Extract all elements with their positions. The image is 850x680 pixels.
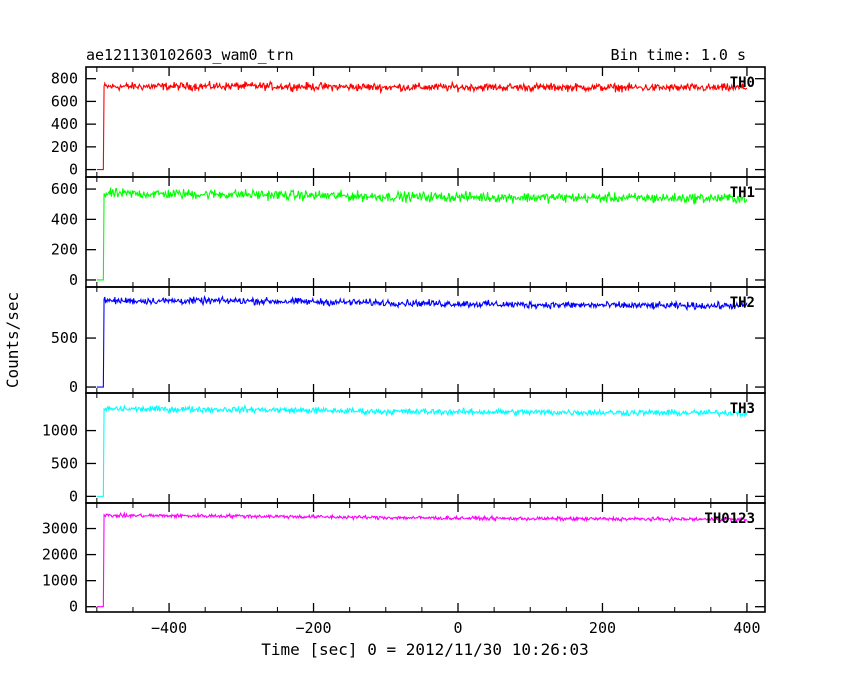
x-tick-label: −200 [295,619,331,637]
y-tick-label: 0 [69,271,78,289]
y-tick-label: 0 [69,487,78,505]
bin-time-label: Bin time: 1.0 s [611,46,746,64]
y-tick-label: 200 [51,241,78,259]
series-line-th3 [96,403,748,497]
panel-label-th1: TH1 [730,185,755,201]
y-tick-label: 0 [69,161,78,179]
y-tick-label: 500 [51,329,78,347]
y-tick-label: 400 [51,210,78,228]
y-tick-label: 400 [51,115,78,133]
series-line-th0123 [96,511,748,608]
panel-frame-th0123 [85,502,766,613]
panel-label-th3: TH3 [730,401,755,417]
x-tick-label: 200 [589,619,616,637]
x-tick-label: 400 [733,619,760,637]
y-tick-label: 200 [51,138,78,156]
y-tick-label: 0 [69,378,78,396]
y-tick-label: 2000 [42,546,78,564]
panel-label-th2: TH2 [730,295,755,311]
y-tick-label: 500 [51,454,78,472]
x-axis-label: Time [sec] 0 = 2012/11/30 10:26:03 [261,640,589,659]
series-line-th2 [96,294,748,388]
series-line-th1 [96,187,748,281]
panel-label-th0: TH0 [730,75,755,91]
y-tick-label: 1000 [42,422,78,440]
y-tick-label: 0 [69,598,78,616]
y-axis-label: Counts/sec [3,292,22,388]
x-tick-label: −400 [151,619,187,637]
panels: 0 200 400 600 800 TH0 0 200 400 600 TH1 0 500 TH2 0 500… [42,66,766,637]
x-tick-label: 0 [453,619,462,637]
series-line-th0 [96,80,748,171]
y-tick-label: 3000 [42,520,78,538]
y-tick-label: 1000 [42,572,78,590]
panel-label-th0123: TH0123 [704,511,755,527]
y-tick-label: 600 [51,92,78,110]
y-tick-label: 600 [51,180,78,198]
chart-title: ae121130102603_wam0_trn [86,46,294,64]
y-tick-label: 800 [51,70,78,88]
